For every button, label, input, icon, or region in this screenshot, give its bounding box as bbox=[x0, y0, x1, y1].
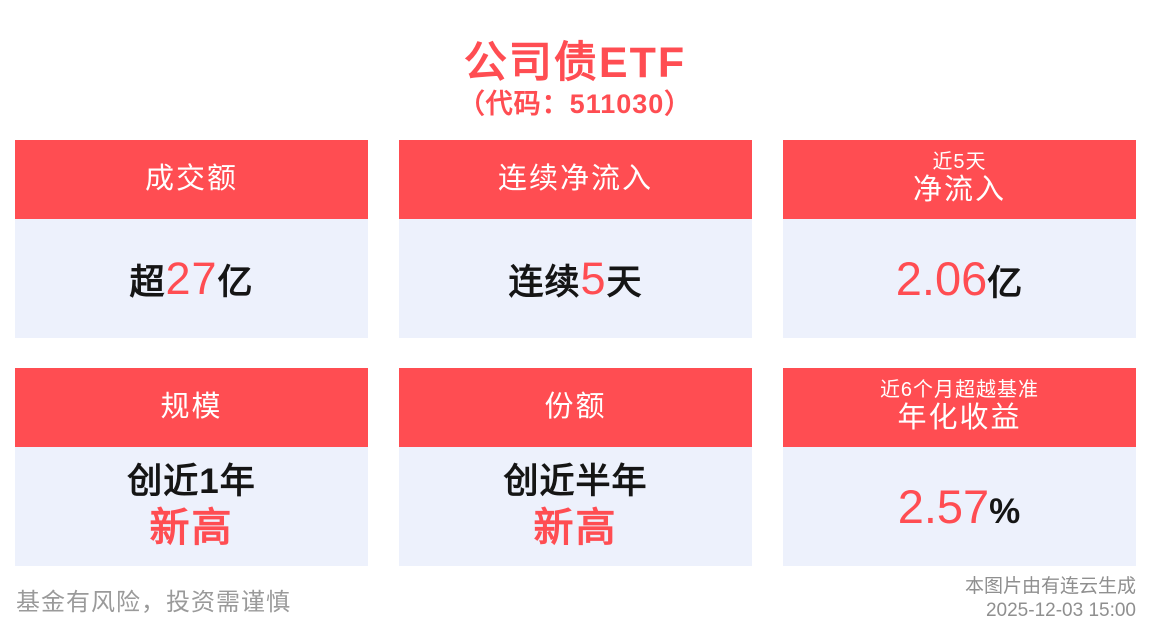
card-annualized-return-subtitle: 近6个月超越基准 bbox=[879, 379, 1040, 402]
turnover-unit: 亿 bbox=[217, 262, 254, 302]
consecutive-unit: 天 bbox=[606, 262, 643, 302]
card-5day-net-inflow-value: 2.06 亿 bbox=[896, 251, 1024, 306]
card-turnover: 成交额 超 27 亿 bbox=[15, 140, 368, 338]
card-5day-net-inflow-subtitle: 近5天 bbox=[932, 151, 987, 174]
credit-timestamp: 2025-12-03 15:00 bbox=[985, 600, 1136, 622]
card-scale-header: 规模 bbox=[15, 368, 368, 447]
card-shares-body: 创近半年 新高 bbox=[399, 447, 752, 566]
kpi-card-grid: 成交额 超 27 亿 连续净流入 连续 5 天 近5天 净流入 bbox=[15, 140, 1136, 566]
shares-line1: 创近半年 bbox=[503, 462, 648, 501]
card-5day-net-inflow-body: 2.06 亿 bbox=[783, 219, 1136, 338]
card-5day-net-inflow: 近5天 净流入 2.06 亿 bbox=[783, 140, 1136, 338]
card-turnover-value: 超 27 亿 bbox=[129, 253, 253, 305]
scale-line1: 创近1年 bbox=[127, 462, 256, 501]
shares-line2: 新高 bbox=[533, 506, 618, 550]
return-number: 2.57 bbox=[897, 480, 990, 533]
card-shares-value: 创近半年 新高 bbox=[503, 461, 647, 552]
card-scale-title: 规模 bbox=[160, 390, 223, 423]
card-turnover-body: 超 27 亿 bbox=[15, 219, 368, 338]
turnover-number: 27 bbox=[165, 252, 218, 304]
card-consecutive-inflow-title: 连续净流入 bbox=[497, 162, 653, 195]
card-annualized-return-body: 2.57% bbox=[783, 447, 1136, 566]
card-scale-value: 创近1年 新高 bbox=[127, 461, 255, 552]
card-annualized-return-title: 年化收益 bbox=[897, 402, 1022, 435]
card-shares-title: 份额 bbox=[544, 390, 607, 423]
inflow-unit: 亿 bbox=[987, 264, 1024, 303]
card-annualized-return-header: 近6个月超越基准 年化收益 bbox=[783, 368, 1136, 447]
generation-credit: 本图片由有连云生成 2025-12-03 15:00 bbox=[965, 575, 1136, 624]
card-shares-header: 份额 bbox=[399, 368, 752, 447]
card-5day-net-inflow-header: 近5天 净流入 bbox=[783, 140, 1136, 219]
card-consecutive-inflow: 连续净流入 连续 5 天 bbox=[399, 140, 752, 338]
page-title: 公司债ETF bbox=[463, 39, 687, 87]
inflow-number: 2.06 bbox=[895, 252, 988, 305]
scale-line2: 新高 bbox=[149, 506, 234, 550]
card-consecutive-inflow-value: 连续 5 天 bbox=[508, 253, 642, 305]
card-consecutive-inflow-body: 连续 5 天 bbox=[399, 219, 752, 338]
card-shares: 份额 创近半年 新高 bbox=[399, 368, 752, 566]
card-5day-net-inflow-title: 净流入 bbox=[912, 174, 1006, 207]
card-annualized-return: 近6个月超越基准 年化收益 2.57% bbox=[783, 368, 1136, 566]
card-scale-body: 创近1年 新高 bbox=[15, 447, 368, 566]
turnover-prefix: 超 bbox=[129, 262, 166, 302]
card-turnover-title: 成交额 bbox=[144, 162, 238, 195]
credit-source: 本图片由有连云生成 bbox=[964, 575, 1136, 597]
fund-code-subtitle: （代码：511030） bbox=[457, 89, 693, 119]
return-unit: % bbox=[989, 492, 1022, 531]
risk-disclaimer: 基金有风险，投资需谨慎 bbox=[16, 589, 291, 616]
card-scale: 规模 创近1年 新高 bbox=[15, 368, 368, 566]
consecutive-prefix: 连续 bbox=[508, 262, 581, 302]
card-consecutive-inflow-header: 连续净流入 bbox=[399, 140, 752, 219]
card-annualized-return-value: 2.57% bbox=[898, 479, 1022, 534]
card-turnover-header: 成交额 bbox=[15, 140, 368, 219]
consecutive-number: 5 bbox=[580, 252, 607, 304]
